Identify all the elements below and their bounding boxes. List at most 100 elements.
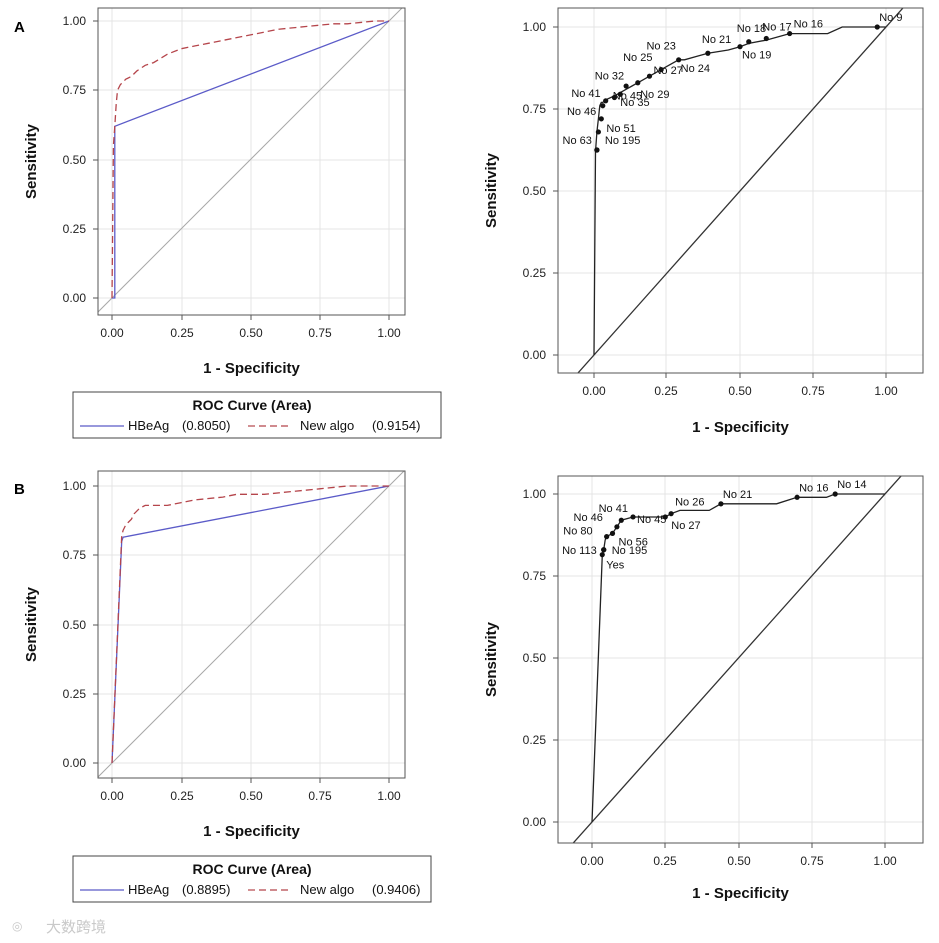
cut-point-marker: [646, 73, 653, 79]
x-tick-label: 1.00: [377, 326, 401, 340]
cut-point-label: No 195: [612, 545, 647, 557]
cut-point-label: No 195: [605, 135, 640, 147]
legend-b-newalgo-name: New algo: [300, 882, 354, 897]
cut-point-marker: [617, 91, 623, 97]
y-axis-title: Sensitivity: [483, 621, 500, 697]
legend-b-frame: [72, 855, 432, 903]
y-tick-label: 0.00: [63, 756, 87, 770]
diagonal-reference-line: [98, 471, 405, 778]
y-tick-label: 1.00: [523, 20, 547, 34]
x-tick-label: 1.00: [873, 854, 897, 868]
cut-point-marker: [611, 94, 618, 101]
legend-a: ROC Curve (Area) HBeAg (0.8050) New algo…: [72, 391, 442, 439]
legend-a-frame: [72, 391, 442, 439]
y-tick-label: 0.00: [63, 291, 87, 305]
y-tick-label: 0.50: [523, 184, 547, 198]
plot-area: [558, 476, 923, 843]
cut-point-label: No 51: [606, 123, 635, 135]
cut-point-label: No 113: [562, 545, 597, 557]
y-tick-label: 1.00: [63, 479, 87, 493]
y-axis-title: Sensitivity: [483, 152, 500, 228]
y-tick-label: 0.50: [523, 651, 547, 665]
panel-letter-a: A: [14, 19, 25, 36]
cut-point-marker: [600, 103, 606, 109]
cut-point-label: No 25: [623, 52, 652, 64]
x-axis-title: 1 - Specificity: [203, 823, 300, 840]
cut-point-label: No 63: [563, 135, 592, 147]
series-line-hbeag: [112, 20, 390, 299]
x-tick-label: 0.00: [100, 326, 124, 340]
cut-point-marker: [635, 80, 641, 86]
legend-b-newalgo-area: (0.9406): [372, 882, 420, 897]
x-tick-label: 0.00: [582, 384, 606, 398]
x-axis-title: 1 - Specificity: [203, 360, 300, 377]
watermark-logo-icon: ◎: [12, 919, 22, 933]
x-tick-label: 0.75: [800, 854, 824, 868]
cut-point-label: No 16: [799, 482, 828, 494]
cut-point-label: No 21: [723, 489, 752, 501]
cut-point-marker: [601, 547, 607, 553]
cut-point-label: No 14: [837, 479, 866, 491]
x-axis-title: 1 - Specificity: [692, 885, 789, 902]
cut-point-label: No 26: [675, 497, 704, 509]
cut-point-marker: [737, 44, 743, 50]
y-tick-label: 1.00: [63, 14, 87, 28]
cut-point-marker: [594, 147, 600, 153]
x-tick-label: 1.00: [377, 789, 401, 803]
plot-content: [577, 8, 904, 373]
diagonal-reference-line: [577, 8, 904, 373]
y-tick-label: 0.75: [523, 569, 547, 583]
y-tick-label: 0.25: [523, 266, 547, 280]
cut-point-label: No 45: [613, 91, 642, 103]
plot-content: [98, 471, 405, 778]
watermark-text: 大数跨境: [46, 918, 106, 936]
legend-a-hbeag-area: (0.8050): [182, 418, 230, 433]
cut-point-marker: [598, 116, 604, 122]
legend-b: ROC Curve (Area) HBeAg (0.8895) New algo…: [72, 855, 432, 903]
cut-point-label: No 27: [653, 65, 682, 77]
cut-point-label: No 24: [681, 63, 710, 75]
cut-point-marker: [676, 57, 682, 63]
cut-point-marker: [604, 534, 610, 540]
cut-point-marker: [787, 30, 793, 37]
x-tick-label: 0.50: [239, 326, 263, 340]
cut-point-label: Yes: [606, 560, 624, 572]
plot-content: [572, 476, 902, 843]
diagonal-reference-line: [98, 8, 403, 313]
x-tick-label: 0.75: [308, 326, 332, 340]
x-tick-label: 0.50: [728, 384, 752, 398]
legend-a-newalgo-area: (0.9154): [372, 418, 420, 433]
cut-point-marker: [763, 35, 769, 42]
x-tick-label: 0.25: [653, 854, 677, 868]
y-tick-label: 0.50: [63, 153, 87, 167]
cut-point-label: No 29: [640, 89, 669, 101]
cut-point-marker: [618, 517, 624, 523]
cut-point-label: No 18: [737, 23, 766, 35]
cut-point-marker: [668, 511, 674, 517]
cut-point-label: No 46: [574, 512, 603, 524]
y-tick-label: 0.25: [523, 733, 547, 747]
cut-point-label: No 9: [879, 12, 902, 24]
y-tick-label: 0.50: [63, 618, 87, 632]
cut-point-label: No 45: [637, 514, 666, 526]
cut-point-label: No 19: [742, 50, 771, 62]
x-tick-label: 0.50: [239, 789, 263, 803]
cut-point-label: No 35: [620, 97, 649, 109]
legend-b-hbeag-name: HBeAg: [128, 882, 169, 897]
legend-b-title: ROC Curve (Area): [192, 861, 311, 877]
x-tick-label: 0.25: [170, 326, 194, 340]
cut-point-marker: [630, 514, 636, 520]
x-tick-label: 0.50: [727, 854, 751, 868]
x-tick-label: 0.00: [580, 854, 604, 868]
cut-point-marker: [794, 494, 800, 500]
x-tick-label: 1.00: [874, 384, 898, 398]
y-tick-label: 0.00: [523, 348, 547, 362]
chart-a-new-algo-cutpoints: No 195 No 63 No 51 No 46 No 45 No 41 No 35 No 3…: [483, 7, 924, 436]
chart-b-hbeag-vs-new-algo: 0.00 0.25 0.50 0.75 1.00 0.00 0.25 0.50 0.75 1.00…: [23, 470, 406, 840]
legend-a-newalgo-name: New algo: [300, 418, 354, 433]
x-tick-label: 0.25: [654, 384, 678, 398]
cut-point-marker: [832, 491, 838, 497]
x-tick-label: 0.75: [801, 384, 825, 398]
